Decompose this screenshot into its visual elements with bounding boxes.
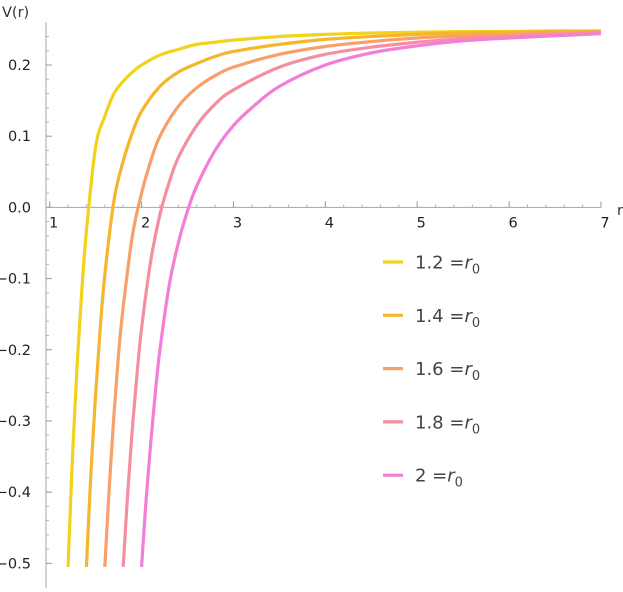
- x-tick-label: 5: [417, 215, 426, 231]
- y-axis-label: V(r): [2, 5, 29, 21]
- legend-item: 1.6 =r0: [383, 359, 480, 384]
- x-tick-label: 4: [325, 215, 334, 231]
- legend-item: 2 =r0: [383, 466, 463, 491]
- major-ticks: [46, 64, 602, 564]
- legend-label: 1.6 =r0: [415, 359, 480, 384]
- x-tick-label: 6: [508, 215, 517, 231]
- legend-item: 1.4 =r0: [383, 306, 480, 331]
- y-tick-label: −0.4: [0, 485, 31, 501]
- x-tick-label: 3: [233, 215, 242, 231]
- legend-label: 1.8 =r0: [415, 412, 480, 437]
- legend-label: 2 =r0: [415, 466, 463, 491]
- y-tick-label: 0.2: [8, 58, 31, 74]
- x-axis-label: r: [617, 203, 623, 219]
- series-line: [139, 32, 602, 567]
- series-line: [66, 29, 602, 567]
- series-lines: [66, 29, 602, 567]
- y-tick-label: −0.2: [0, 343, 31, 359]
- x-tick-labels: 1 2 3 4 5 6 7: [49, 215, 610, 231]
- y-tick-label: −0.3: [0, 414, 31, 430]
- series-line: [84, 29, 602, 567]
- y-tick-label: 0.0: [8, 200, 31, 216]
- legend-label: 1.4 =r0: [415, 306, 480, 331]
- series-line: [121, 31, 602, 567]
- legend-item: 1.8 =r0: [383, 412, 480, 437]
- x-tick-label: 7: [600, 215, 609, 231]
- y-tick-labels: 0.2 0.1 0.0 −0.1 −0.2 −0.3 −0.4 −0.5: [0, 58, 31, 572]
- legend-label: 1.2 =r0: [415, 253, 480, 278]
- legend: 1.2 =r0 1.4 =r0 1.6 =r0 1.8 =r0 2 =r0: [383, 253, 480, 491]
- y-tick-label: −0.5: [0, 556, 31, 572]
- series-line: [103, 30, 602, 567]
- legend-item: 1.2 =r0: [383, 253, 480, 278]
- x-tick-label: 1: [49, 215, 58, 231]
- y-tick-label: 0.1: [8, 129, 31, 145]
- x-tick-label: 2: [141, 215, 150, 231]
- y-tick-label: −0.1: [0, 272, 31, 288]
